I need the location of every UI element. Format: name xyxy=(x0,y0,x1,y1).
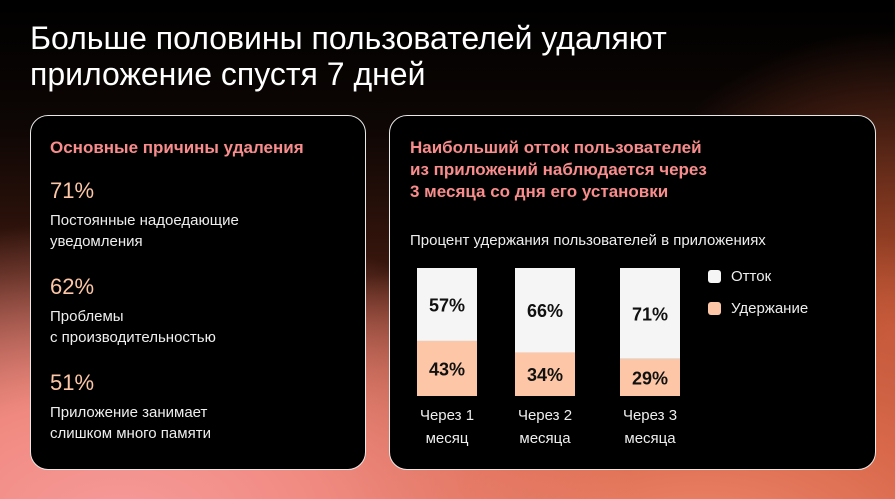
bar-retention xyxy=(620,358,680,396)
category-label: Через 3 xyxy=(623,407,677,424)
category-label: Через 2 xyxy=(518,407,572,424)
data-label: 43% xyxy=(429,359,465,379)
page-title: Больше половины пользователей удаляют пр… xyxy=(30,20,667,92)
category-label: месяца xyxy=(624,430,676,447)
reason-line: уведомления xyxy=(50,233,143,250)
reason-percent: 62% xyxy=(50,274,95,299)
churn-heading: Наибольший отток пользователей из прилож… xyxy=(410,137,707,203)
reason-line: Приложение занимает xyxy=(50,404,208,421)
bar-churn xyxy=(515,268,575,353)
data-label: 66% xyxy=(527,301,563,321)
data-label: 29% xyxy=(632,368,668,388)
heading-line: 3 месяца со дня его установки xyxy=(410,182,669,201)
reason-description: Проблемы с производительностью xyxy=(50,306,216,348)
legend-swatch xyxy=(708,302,721,315)
bar-retention xyxy=(417,340,477,396)
heading-line: Наибольший отток пользователей xyxy=(410,138,702,157)
data-label: 71% xyxy=(632,304,668,324)
reason-percent: 51% xyxy=(50,370,95,395)
retention-chart: 43% 57% Через 1 месяц 34% 66% Через 2 месяца 29%… xyxy=(417,268,680,447)
reason-line: слишком много памяти xyxy=(50,425,211,442)
bar-churn xyxy=(417,268,477,341)
reason-description: Постоянные надоедающие уведомления xyxy=(50,210,239,252)
category-label: месяца xyxy=(519,430,571,447)
data-label: 34% xyxy=(527,365,563,385)
legend-label: Удержание xyxy=(731,300,809,317)
chart-title: Процент удержания пользователей в прилож… xyxy=(410,232,766,249)
reason-line: Проблемы xyxy=(50,308,124,325)
category-label: Через 1 xyxy=(420,407,474,424)
reason-percent: 71% xyxy=(50,178,95,203)
legend-swatch xyxy=(708,270,721,283)
churn-card: Наибольший отток пользователей из прилож… xyxy=(389,115,876,470)
category-label: месяц xyxy=(426,430,469,447)
reasons-card: Основные причины удаления 71% Постоянные… xyxy=(30,115,366,470)
reason-line: с производительностью xyxy=(50,329,216,346)
bar-retention xyxy=(515,352,575,396)
heading-line: из приложений наблюдается через xyxy=(410,160,707,179)
legend-item-retention: Удержание xyxy=(708,300,808,317)
reason-description: Приложение занимает слишком много памяти xyxy=(50,402,211,444)
reasons-heading: Основные причины удаления xyxy=(50,138,304,157)
legend-item-churn: Отток xyxy=(708,268,771,285)
bar-churn xyxy=(620,268,680,359)
reason-line: Постоянные надоедающие xyxy=(50,212,239,229)
data-label: 57% xyxy=(429,295,465,315)
legend-label: Отток xyxy=(731,268,772,285)
